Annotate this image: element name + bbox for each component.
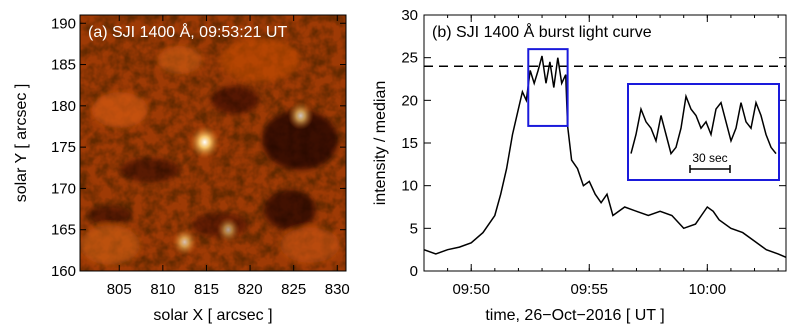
y-tick-label: 160 <box>51 263 76 280</box>
y-tick-label: 5 <box>410 220 418 237</box>
x-tick-label: 815 <box>194 281 219 298</box>
panel-a-label: (a) SJI 1400 Å, 09:53:21 UT <box>88 22 287 41</box>
light-curve-series <box>424 55 786 258</box>
y-tick-label: 15 <box>401 135 418 152</box>
y-tick-label: 190 <box>51 15 76 32</box>
inset-scale-label: 30 sec <box>692 151 727 165</box>
inset: 30 sec <box>627 83 780 181</box>
y-tick-label: 175 <box>51 139 76 156</box>
bright-feature <box>287 101 314 130</box>
bright-features <box>172 101 314 256</box>
panel-b-x-ticks: 09:50 09:55 10:00 <box>447 15 779 298</box>
x-tick-label: 820 <box>238 281 263 298</box>
panel-b: 09:50 09:55 10:00 0 5 10 15 20 25 30 30 sec (b) … <box>372 7 787 324</box>
panel-a-ylabel: solar Y [ arcsec ] <box>13 84 30 203</box>
inset-frame <box>627 83 780 181</box>
panel-a-y-ticks: 160 165 170 175 180 185 190 <box>51 15 346 280</box>
bright-feature <box>189 125 220 159</box>
x-tick-label: 09:55 <box>570 281 608 298</box>
highlight-box <box>527 48 569 127</box>
x-tick-label: 810 <box>150 281 175 298</box>
inset-series <box>630 93 777 156</box>
y-tick-label: 0 <box>410 263 418 280</box>
y-tick-label: 30 <box>401 7 418 24</box>
panel-a: 805 810 815 820 825 830 160 165 170 175 180 185 190… <box>13 14 350 324</box>
x-tick-label: 805 <box>107 281 132 298</box>
panel-b-label: (b) SJI 1400 Å burst light curve <box>432 22 652 41</box>
panel-b-y-ticks: 0 5 10 15 20 25 30 <box>401 7 786 280</box>
bright-feature <box>172 228 197 256</box>
y-tick-label: 10 <box>401 178 418 195</box>
bright-feature <box>216 217 240 243</box>
y-tick-label: 20 <box>401 92 418 109</box>
panel-a-xlabel: solar X [ arcsec ] <box>153 307 272 324</box>
x-tick-label: 09:50 <box>452 281 490 298</box>
y-tick-label: 165 <box>51 222 76 239</box>
panel-a-frame <box>79 14 347 272</box>
y-tick-label: 170 <box>51 180 76 197</box>
y-tick-label: 180 <box>51 98 76 115</box>
panel-a-x-ticks: 805 810 815 820 825 830 <box>107 15 350 298</box>
panel-b-xlabel: time, 26−Oct−2016 [ UT ] <box>485 307 664 324</box>
x-tick-label: 825 <box>281 281 306 298</box>
y-tick-label: 185 <box>51 57 76 74</box>
x-tick-label: 10:00 <box>689 281 727 298</box>
x-tick-label: 830 <box>325 281 350 298</box>
y-tick-label: 25 <box>401 50 418 67</box>
panel-b-ylabel: intensity / median <box>372 81 389 206</box>
